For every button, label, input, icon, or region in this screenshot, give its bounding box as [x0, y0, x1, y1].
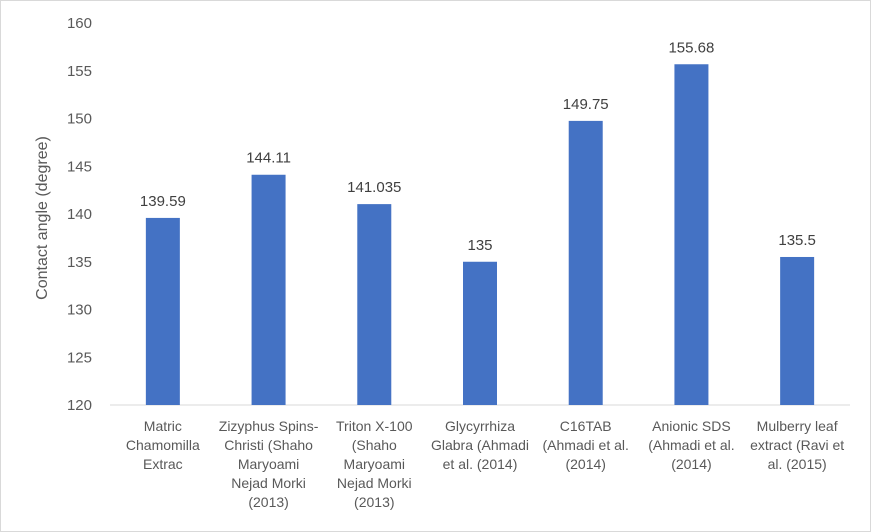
bars	[145, 64, 815, 406]
bar	[463, 261, 497, 405]
y-axis-title: Contact angle (degree)	[34, 136, 51, 300]
category-label: Matric Chamomilla Extrac	[126, 418, 200, 472]
data-label: 135	[467, 237, 492, 254]
y-tick-label: 130	[67, 302, 92, 319]
data-label: 141.035	[347, 179, 401, 196]
category-labels: Matric Chamomilla Extrac Zizyphus Spins-Chr…	[126, 418, 844, 510]
data-label: 135.5	[778, 232, 816, 249]
data-label: 139.59	[140, 193, 186, 210]
data-label: 144.11	[246, 150, 291, 167]
y-tick-label: 140	[67, 206, 92, 223]
category-label: Triton X-100 (Shaho Maryoami Nejad Morki (20…	[336, 418, 413, 510]
category-label: Glycyrrhiza Glabra (Ahmadi et al. (2014)	[431, 418, 529, 472]
bar	[357, 204, 392, 405]
bar	[145, 217, 180, 405]
y-tick-label: 135	[67, 254, 92, 271]
data-label: 155.68	[668, 39, 714, 56]
y-tick-label: 125	[67, 349, 92, 366]
bar	[251, 174, 286, 405]
y-tick-label: 155	[67, 63, 92, 80]
y-tick-label: 120	[67, 397, 92, 414]
data-label: 149.75	[563, 96, 609, 113]
bar	[780, 256, 815, 405]
y-tick-label: 145	[67, 158, 92, 175]
category-label: C16TAB (Ahmadi et al. (2014)	[543, 418, 629, 472]
category-label: Zizyphus Spins-Christi (Shaho Maryoami Nej…	[219, 418, 319, 510]
data-labels: 139.59 144.11 141.035 135 149.75 155.68 135.5	[140, 39, 816, 253]
category-label: Anionic SDS (Ahmadi et al. (2014)	[648, 418, 734, 472]
bar	[568, 120, 603, 405]
y-tick-label: 160	[67, 15, 92, 32]
category-label: Mulberry leaf extract (Ravi et al. (2015)	[750, 418, 844, 472]
y-axis-ticks: 120 125 130 135 140 145 150 155 160	[67, 15, 92, 414]
y-tick-label: 150	[67, 111, 92, 128]
bar	[674, 64, 709, 406]
